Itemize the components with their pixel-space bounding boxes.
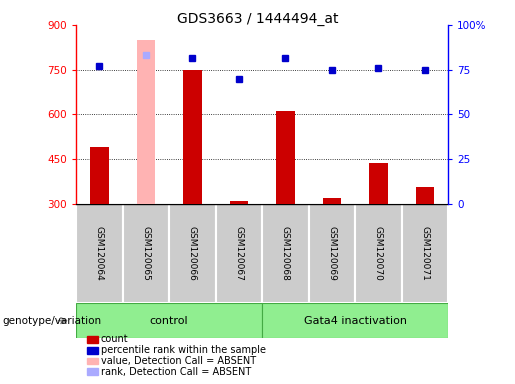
- Bar: [123, 204, 169, 303]
- Bar: [262, 303, 448, 338]
- Text: GSM120071: GSM120071: [420, 226, 430, 281]
- Text: GSM120065: GSM120065: [142, 226, 150, 281]
- Text: Gata4 inactivation: Gata4 inactivation: [304, 316, 407, 326]
- Bar: [216, 204, 262, 303]
- Bar: [90, 147, 109, 204]
- Text: genotype/variation: genotype/variation: [3, 316, 101, 326]
- Bar: [402, 204, 448, 303]
- Text: GSM120069: GSM120069: [328, 226, 336, 281]
- Bar: [322, 198, 341, 204]
- Text: value, Detection Call = ABSENT: value, Detection Call = ABSENT: [101, 356, 256, 366]
- Bar: [369, 163, 388, 204]
- Text: percentile rank within the sample: percentile rank within the sample: [101, 345, 266, 355]
- Text: control: control: [150, 316, 188, 326]
- Bar: [355, 204, 402, 303]
- Text: GSM120068: GSM120068: [281, 226, 290, 281]
- Text: rank, Detection Call = ABSENT: rank, Detection Call = ABSENT: [101, 367, 251, 377]
- Text: GSM120070: GSM120070: [374, 226, 383, 281]
- Bar: [262, 204, 308, 303]
- Bar: [183, 70, 202, 204]
- Bar: [76, 303, 262, 338]
- Bar: [136, 40, 155, 204]
- Text: GSM120067: GSM120067: [234, 226, 244, 281]
- Text: GSM120064: GSM120064: [95, 226, 104, 281]
- Text: GSM120066: GSM120066: [188, 226, 197, 281]
- Bar: [76, 204, 123, 303]
- Bar: [276, 111, 295, 204]
- Text: count: count: [101, 334, 129, 344]
- Bar: [230, 201, 248, 204]
- Bar: [416, 187, 434, 204]
- Bar: [308, 204, 355, 303]
- Text: GDS3663 / 1444494_at: GDS3663 / 1444494_at: [177, 12, 338, 25]
- Bar: [169, 204, 216, 303]
